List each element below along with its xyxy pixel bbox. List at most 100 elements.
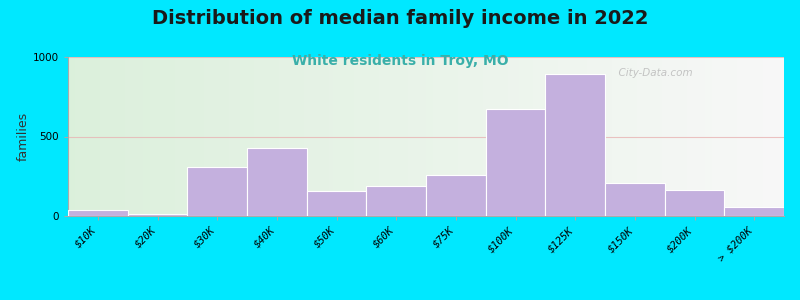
Text: City-Data.com: City-Data.com: [612, 68, 693, 78]
Bar: [426, 176, 486, 216]
Bar: [82, 57, 86, 216]
Bar: [308, 57, 311, 216]
Bar: [713, 57, 716, 216]
Bar: [354, 57, 358, 216]
Bar: [330, 57, 333, 216]
Bar: [405, 57, 408, 216]
Bar: [444, 57, 447, 216]
Bar: [372, 57, 376, 216]
Bar: [154, 57, 158, 216]
Bar: [133, 57, 136, 216]
Bar: [172, 57, 175, 216]
Bar: [537, 57, 541, 216]
Bar: [315, 57, 318, 216]
Bar: [111, 57, 114, 216]
Bar: [398, 57, 401, 216]
Bar: [93, 57, 97, 216]
Bar: [726, 57, 730, 216]
Bar: [146, 57, 150, 216]
Bar: [276, 57, 279, 216]
Bar: [218, 57, 222, 216]
Bar: [576, 57, 580, 216]
Bar: [644, 57, 648, 216]
Bar: [412, 57, 415, 216]
Bar: [555, 57, 558, 216]
Bar: [605, 183, 665, 216]
Bar: [158, 57, 161, 216]
Bar: [262, 57, 265, 216]
Bar: [297, 57, 301, 216]
Bar: [294, 57, 297, 216]
Bar: [716, 57, 719, 216]
Bar: [530, 57, 534, 216]
Bar: [662, 57, 666, 216]
Bar: [665, 190, 724, 216]
Bar: [781, 57, 784, 216]
Bar: [286, 57, 290, 216]
Bar: [462, 57, 466, 216]
Bar: [573, 57, 576, 216]
Bar: [182, 57, 186, 216]
Bar: [129, 57, 133, 216]
Bar: [541, 57, 544, 216]
Bar: [440, 57, 444, 216]
Bar: [755, 57, 759, 216]
Bar: [562, 57, 566, 216]
Bar: [569, 57, 573, 216]
Bar: [136, 57, 140, 216]
Bar: [677, 57, 680, 216]
Bar: [362, 57, 365, 216]
Bar: [730, 57, 734, 216]
Bar: [214, 57, 218, 216]
Bar: [777, 57, 781, 216]
Bar: [551, 57, 555, 216]
Bar: [226, 57, 229, 216]
Bar: [186, 57, 190, 216]
Bar: [458, 57, 462, 216]
Bar: [318, 57, 322, 216]
Bar: [476, 57, 480, 216]
Bar: [498, 57, 501, 216]
Bar: [254, 57, 258, 216]
Bar: [680, 57, 684, 216]
Bar: [619, 57, 623, 216]
Bar: [630, 57, 634, 216]
Bar: [706, 57, 709, 216]
Bar: [114, 57, 118, 216]
Bar: [208, 57, 211, 216]
Bar: [609, 57, 612, 216]
Bar: [143, 57, 146, 216]
Bar: [107, 57, 111, 216]
Bar: [648, 57, 651, 216]
Bar: [401, 57, 405, 216]
Bar: [201, 57, 204, 216]
Bar: [638, 57, 641, 216]
Bar: [752, 57, 755, 216]
Bar: [480, 57, 483, 216]
Bar: [487, 57, 490, 216]
Bar: [306, 191, 366, 216]
Bar: [430, 57, 433, 216]
Bar: [522, 57, 526, 216]
Bar: [337, 57, 340, 216]
Bar: [175, 57, 179, 216]
Bar: [326, 57, 330, 216]
Bar: [548, 57, 551, 216]
Bar: [437, 57, 440, 216]
Bar: [709, 57, 713, 216]
Bar: [651, 57, 655, 216]
Bar: [390, 57, 394, 216]
Text: White residents in Troy, MO: White residents in Troy, MO: [292, 54, 508, 68]
Bar: [623, 57, 626, 216]
Bar: [641, 57, 644, 216]
Bar: [344, 57, 347, 216]
Bar: [501, 57, 505, 216]
Bar: [340, 57, 344, 216]
Bar: [558, 57, 562, 216]
Bar: [719, 57, 723, 216]
Bar: [515, 57, 519, 216]
Bar: [698, 57, 702, 216]
Bar: [301, 57, 304, 216]
Bar: [587, 57, 590, 216]
Bar: [179, 57, 182, 216]
